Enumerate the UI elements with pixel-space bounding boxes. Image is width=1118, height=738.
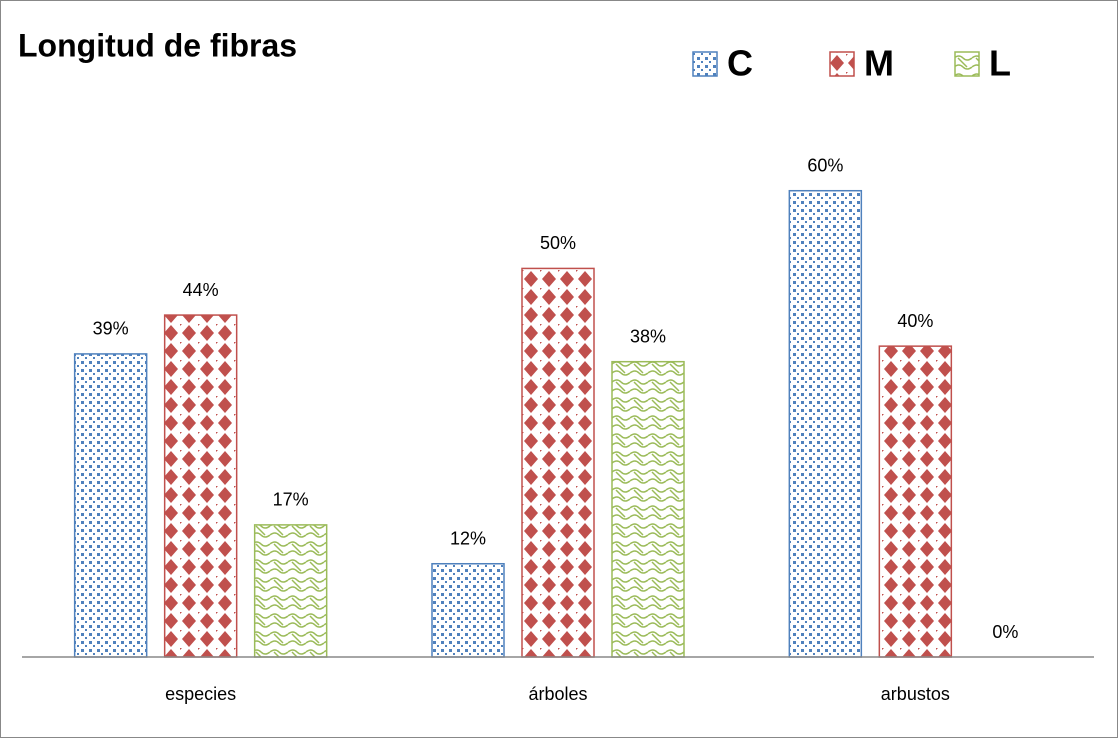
data-label: 0%: [992, 622, 1018, 642]
legend-swatch: [692, 51, 718, 77]
legend-swatch: [829, 51, 855, 77]
data-label: 38%: [630, 326, 666, 346]
bar: [253, 524, 328, 658]
bar: [73, 353, 148, 658]
x-tick-label: especies: [165, 684, 236, 704]
bar: [878, 345, 953, 658]
data-label: 17%: [273, 490, 309, 510]
legend-label: L: [989, 43, 1011, 84]
x-tick-label: árboles: [528, 684, 587, 704]
data-label: 39%: [93, 319, 129, 339]
legend-label: M: [864, 43, 894, 84]
bar: [431, 562, 505, 658]
legend-swatch: [954, 51, 980, 77]
data-label: 44%: [183, 280, 219, 300]
bar: [521, 267, 595, 658]
data-label: 40%: [897, 311, 933, 331]
chart-title: Longitud de fibras: [18, 27, 297, 63]
bar: [788, 189, 863, 658]
x-tick-label: arbustos: [881, 684, 950, 704]
data-label: 50%: [540, 233, 576, 253]
legend-label: C: [727, 43, 753, 84]
bar: [611, 360, 685, 658]
bar: [163, 314, 238, 658]
data-label: 12%: [450, 528, 486, 548]
data-label: 60%: [807, 155, 843, 175]
